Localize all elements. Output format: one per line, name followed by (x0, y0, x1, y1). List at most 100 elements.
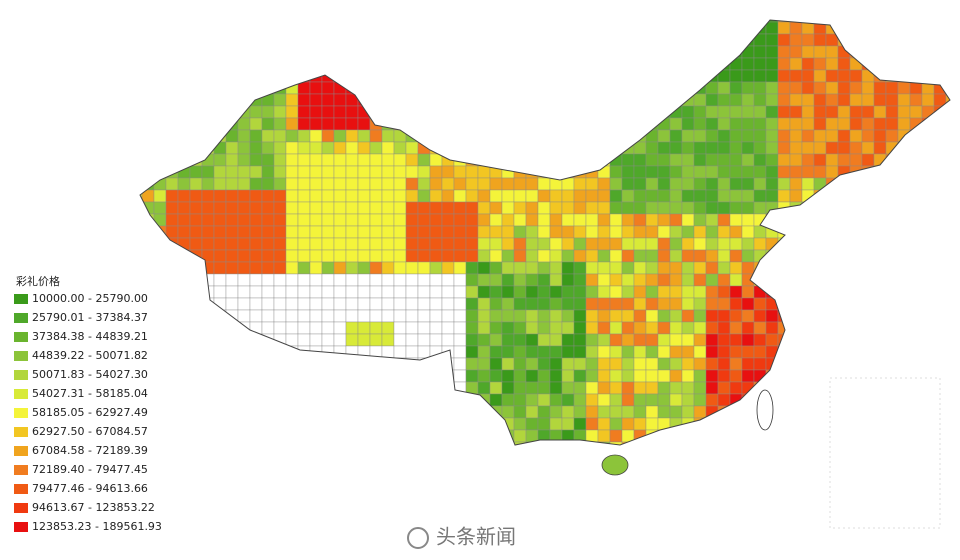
map-region (213, 57, 227, 71)
map-region (801, 369, 815, 383)
map-region (789, 249, 803, 263)
map-region (333, 429, 347, 443)
map-region (873, 285, 887, 299)
map-region (177, 33, 191, 47)
map-region (201, 321, 215, 335)
map-region (549, 297, 563, 311)
map-region (693, 381, 707, 395)
map-region (681, 189, 695, 203)
map-region (909, 297, 923, 311)
map-region (297, 429, 311, 443)
map-region (801, 201, 815, 215)
map-region (177, 213, 191, 227)
map-region (441, 93, 455, 107)
map-region (381, 369, 395, 383)
map-region (801, 129, 815, 143)
map-region (177, 417, 191, 431)
map-region (717, 45, 731, 59)
map-region (285, 441, 299, 445)
map-region (945, 165, 950, 179)
map-region (489, 225, 503, 239)
map-region (801, 309, 815, 323)
map-region (201, 81, 215, 95)
map-region (357, 441, 371, 445)
map-region (621, 213, 635, 227)
map-region (909, 357, 923, 371)
map-region (369, 357, 383, 371)
map-region (813, 117, 827, 131)
map-region (645, 165, 659, 179)
map-region (657, 177, 671, 191)
map-region (249, 81, 263, 95)
map-region (513, 297, 527, 311)
map-region (477, 225, 491, 239)
map-region (945, 285, 950, 299)
map-region (633, 237, 647, 251)
map-region (741, 189, 755, 203)
map-region (669, 213, 683, 227)
map-region (237, 417, 251, 431)
map-region (489, 189, 503, 203)
map-region (153, 297, 167, 311)
map-region (585, 297, 599, 311)
map-region (645, 213, 659, 227)
map-region (369, 81, 383, 95)
map-region (477, 393, 491, 407)
map-region (513, 285, 527, 299)
map-region (561, 33, 575, 47)
map-region (921, 189, 935, 203)
map-region (141, 201, 155, 215)
legend-label: 94613.67 - 123853.22 (32, 501, 155, 514)
map-region (729, 201, 743, 215)
map-region (657, 93, 671, 107)
map-region (609, 189, 623, 203)
map-region (573, 345, 587, 359)
map-region (537, 321, 551, 335)
map-region (717, 285, 731, 299)
map-region (537, 213, 551, 227)
map-region (261, 165, 275, 179)
map-region (177, 117, 191, 131)
map-region (417, 321, 431, 335)
map-region (549, 309, 563, 323)
map-region (825, 213, 839, 227)
map-region (585, 441, 599, 445)
map-region (165, 141, 179, 155)
map-region (621, 393, 635, 407)
map-region (645, 93, 659, 107)
map-region (681, 129, 695, 143)
map-region (585, 117, 599, 131)
map-region (825, 273, 839, 287)
map-region (345, 237, 359, 251)
map-region (189, 69, 203, 83)
map-region (729, 237, 743, 251)
map-region (345, 357, 359, 371)
map-region (140, 261, 143, 275)
map-region (165, 81, 179, 95)
map-region (201, 20, 215, 23)
map-region (525, 81, 539, 95)
map-region (729, 357, 743, 371)
map-region (837, 297, 851, 311)
map-region (465, 225, 479, 239)
map-region (393, 117, 407, 131)
map-region (657, 69, 671, 83)
map-region (693, 429, 707, 443)
map-region (777, 81, 791, 95)
map-region (309, 369, 323, 383)
map-region (705, 153, 719, 167)
map-region (549, 225, 563, 239)
map-region (417, 153, 431, 167)
map-region (369, 405, 383, 419)
map-region (717, 69, 731, 83)
map-region (885, 57, 899, 71)
map-region (237, 237, 251, 251)
map-region (525, 141, 539, 155)
map-region (693, 309, 707, 323)
map-region (921, 21, 935, 35)
map-region (369, 20, 383, 23)
map-region (273, 57, 287, 71)
map-region (261, 93, 275, 107)
map-region (777, 345, 791, 359)
hainan-island (601, 454, 629, 476)
